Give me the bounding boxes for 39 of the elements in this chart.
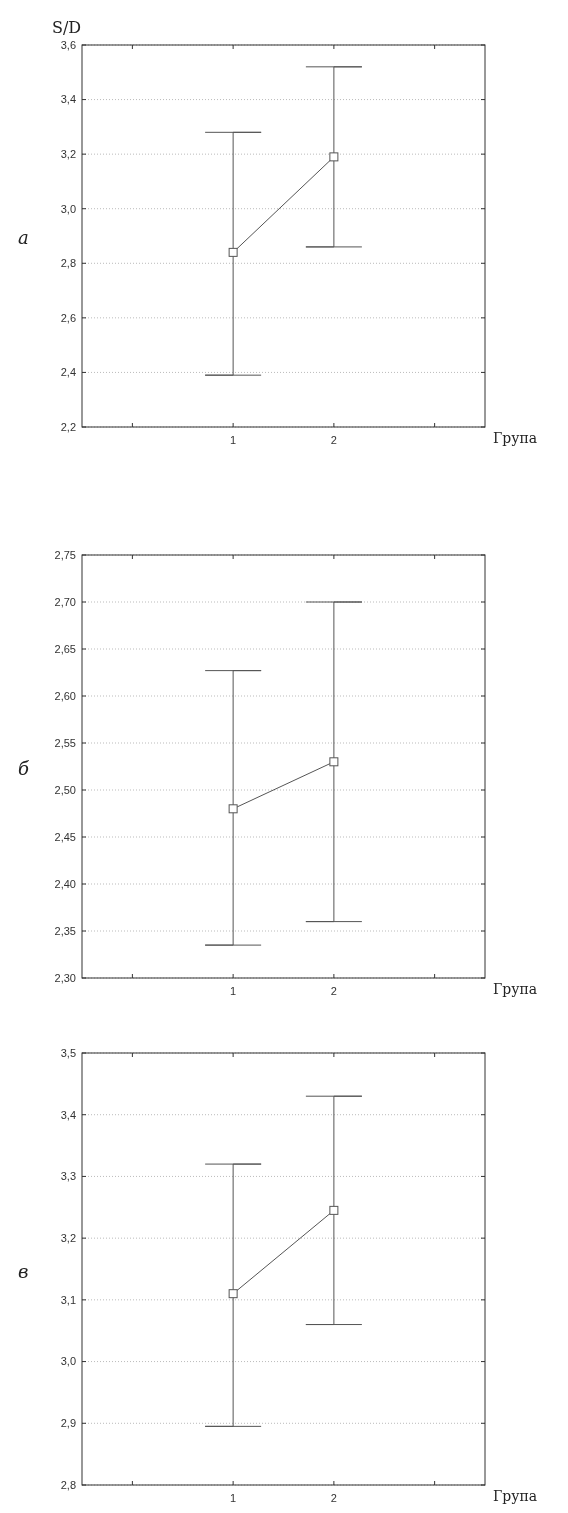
y-tick-label: 2,50 [54,783,76,796]
x-tick-label: 2 [330,434,337,446]
x-tick-label: 2 [330,985,337,997]
y-tick-label: 3,2 [60,1231,76,1244]
text: в [18,1260,29,1282]
y-tick-label: 2,8 [60,1478,76,1491]
y-tick-label: 3,3 [60,1170,76,1183]
y-tick-label: 2,65 [54,642,76,655]
y-tick-label: 2,4 [60,366,76,379]
y-tick-label: 3,5 [60,1046,76,1059]
y-tick-label: 2,35 [54,924,76,937]
y-tick-label: 3,4 [60,93,76,106]
x-tick-label: 1 [230,1492,237,1504]
text: а [18,226,29,248]
y-tick-label: 3,0 [60,202,76,215]
y-tick-label: 2,30 [54,971,76,984]
y-tick-label: 3,4 [60,1108,76,1121]
y-tick-label: 2,40 [54,877,76,890]
y-tick-label: 3,1 [60,1293,76,1306]
x-axis-title: Група [493,981,538,997]
y-tick-label: 2,8 [60,257,76,270]
x-axis-title: Група [493,1488,538,1504]
x-axis-title: Група [493,430,538,446]
y-tick-label: 2,45 [54,830,76,843]
y-tick-label: 2,6 [60,311,76,324]
y-tick-label: 3,6 [60,38,76,51]
y-axis-title: S/D [52,18,82,37]
x-tick-label: 1 [230,434,237,446]
y-tick-label: 2,2 [60,420,76,433]
y-tick-label: 2,55 [54,736,76,749]
text: б [18,757,30,779]
y-tick-label: 3,0 [60,1355,76,1368]
y-tick-label: 3,2 [60,147,76,160]
x-tick-label: 1 [230,985,237,997]
y-tick-label: 2,70 [54,595,76,608]
y-tick-label: 2,75 [54,548,76,561]
x-tick-label: 2 [330,1492,337,1504]
y-tick-label: 2,9 [60,1417,76,1430]
y-tick-label: 2,60 [54,689,76,702]
